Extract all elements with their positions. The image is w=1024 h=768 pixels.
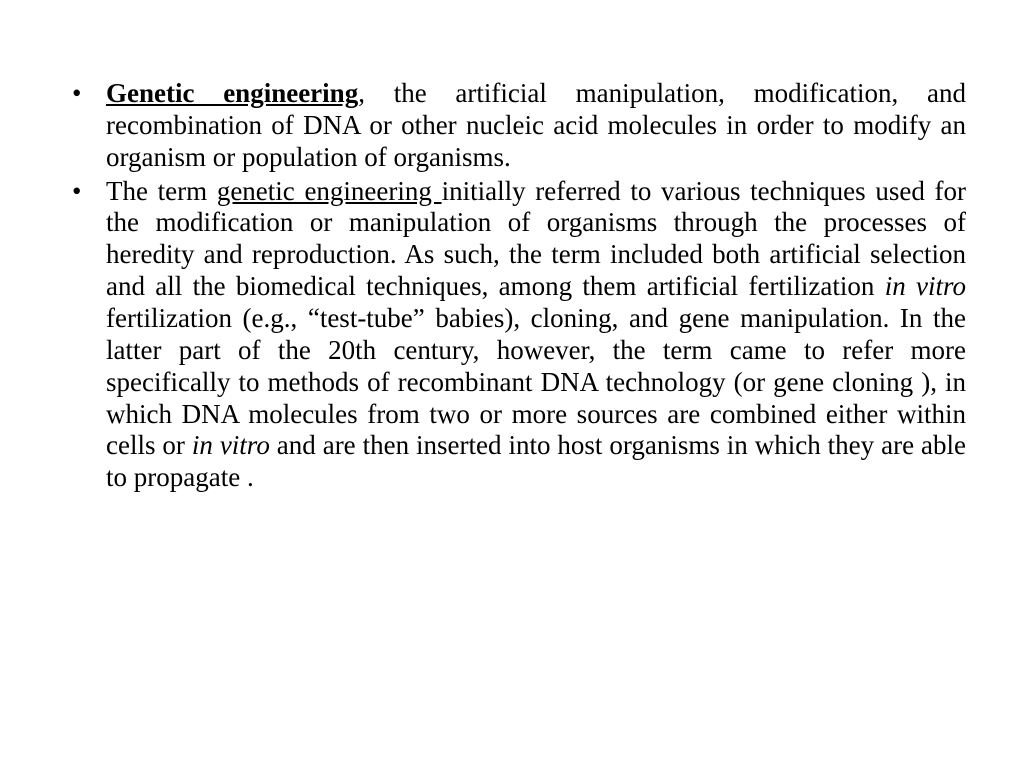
- text-run: genetic engineering: [217, 176, 442, 206]
- text-run: The term: [106, 176, 217, 206]
- text-run: in vitro: [885, 271, 966, 301]
- bullet-item: Genetic engineering, the artificial mani…: [58, 78, 966, 174]
- text-run: Genetic engineering: [106, 78, 358, 108]
- bullet-item: The term genetic engineering initially r…: [58, 176, 966, 495]
- text-run: in vitro: [192, 430, 270, 460]
- bullet-list: Genetic engineering, the artificial mani…: [58, 78, 966, 494]
- document-page: Genetic engineering, the artificial mani…: [0, 0, 1024, 536]
